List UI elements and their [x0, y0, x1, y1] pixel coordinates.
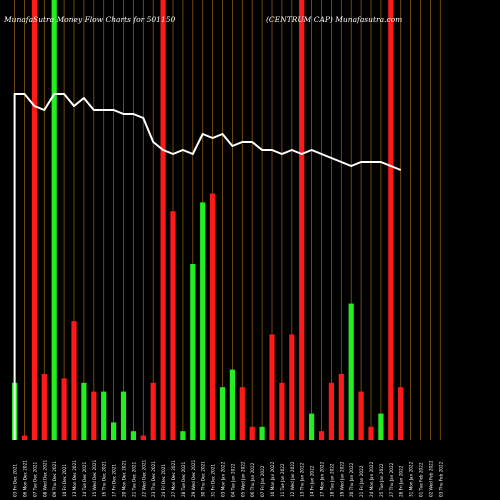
x-tick-label: 27 Thu Jan 2022 — [389, 462, 394, 497]
x-tick-label: 06 Mon Dec 2021 — [23, 460, 28, 497]
money-flow-bar — [180, 431, 186, 440]
x-tick-label: 25 Tue Jan 2022 — [379, 463, 384, 497]
money-flow-bar — [170, 211, 176, 440]
money-flow-bar — [358, 391, 364, 440]
x-tick-label: 12 Wed Jan 2022 — [290, 461, 295, 497]
money-flow-bar — [348, 303, 354, 440]
x-tick-label: 21 Tue Dec 2021 — [131, 461, 136, 497]
x-tick-label: 15 Wed Dec 2021 — [92, 459, 97, 497]
money-flow-bar — [111, 422, 117, 440]
money-flow-bar — [338, 374, 344, 440]
money-flow-bar — [160, 0, 166, 440]
x-tick-label: 08 Wed Dec 2021 — [42, 459, 47, 497]
money-flow-bar — [279, 382, 285, 440]
grid-lines — [14, 0, 441, 440]
money-flow-bar — [368, 426, 374, 440]
x-tick-label: 30 Thu Dec 2021 — [201, 461, 206, 497]
money-flow-bar — [41, 374, 47, 440]
chart-subtitle: (CENTRUM CAP) Munafasutra.com — [266, 15, 403, 24]
x-tick-label: 02 Wed Feb 2022 — [428, 460, 433, 497]
x-tick-label: 13 Thu Jan 2022 — [300, 462, 305, 497]
money-flow-bar — [210, 193, 216, 440]
x-tick-label: 01 Tue Feb 2022 — [419, 462, 424, 497]
x-tick-label: 19 Wed Jan 2022 — [339, 461, 344, 497]
x-tick-label: 05 Wed Jan 2022 — [240, 461, 245, 497]
chart-title: MunafaSutra Money Flow Charts for 501150 — [4, 15, 176, 24]
money-flow-bar — [219, 387, 226, 440]
x-tick-label: 31 Mon Jan 2022 — [409, 461, 414, 497]
price-line — [13, 93, 402, 440]
x-tick-label: 28 Tue Dec 2021 — [181, 461, 186, 497]
money-flow-bar — [299, 0, 305, 440]
money-flow-bar — [21, 435, 28, 440]
x-tick-label: 21 Fri Jan 2022 — [359, 465, 364, 497]
x-tick-label: 11 Tue Jan 2022 — [280, 463, 285, 497]
money-flow-bar — [289, 334, 295, 440]
x-tick-label: 10 Mon Jan 2022 — [270, 461, 275, 497]
x-tick-label: 22 Wed Dec 2021 — [141, 459, 146, 497]
money-flow-bar — [101, 391, 107, 440]
money-flow-bar — [200, 202, 206, 440]
x-tick-label: 18 Tue Jan 2022 — [329, 463, 334, 497]
x-tick-label: 29 Wed Dec 2021 — [191, 459, 196, 497]
x-tick-label: 03 Mon Jan 2022 — [221, 461, 226, 497]
money-flow-bar — [81, 382, 87, 440]
x-tick-label: 14 Fri Jan 2022 — [310, 465, 315, 497]
x-tick-label: 24 Fri Dec 2021 — [161, 464, 166, 497]
x-tick-label: 17 Mon Jan 2022 — [320, 461, 325, 497]
x-tick-label: 06 Thu Jan 2022 — [250, 462, 255, 497]
money-flow-bar — [239, 387, 245, 440]
x-tick-label: 03 Fri Dec 2021 — [13, 464, 18, 497]
x-tick-label: 03 Thu Feb 2022 — [438, 461, 443, 497]
x-tick-label: 20 Thu Jan 2022 — [349, 462, 354, 497]
money-flow-bar — [120, 391, 127, 440]
x-tick-label: 28 Fri Jan 2022 — [399, 465, 404, 497]
x-tick-label: 04 Tue Jan 2022 — [230, 463, 235, 497]
money-flow-bar — [140, 435, 146, 440]
money-flow-bar — [259, 426, 265, 440]
x-tick-label: 10 Fri Dec 2021 — [62, 464, 67, 497]
money-flow-bar — [51, 0, 57, 440]
x-tick-label: 13 Mon Dec 2021 — [72, 460, 77, 497]
x-axis-labels: 03 Fri Dec 2021 06 Mon Dec 2021 07 Tue Dec… — [13, 459, 444, 497]
x-tick-label: 17 Fri Dec 2021 — [112, 464, 117, 497]
x-tick-label: 16 Thu Dec 2021 — [102, 461, 107, 497]
money-flow-bar — [309, 413, 315, 440]
money-flow-bar — [91, 391, 97, 440]
x-tick-label: 14 Tue Dec 2021 — [82, 461, 87, 497]
money-flow-bar — [190, 264, 196, 440]
x-tick-label: 20 Mon Dec 2021 — [122, 460, 127, 497]
x-tick-label: 27 Mon Dec 2021 — [171, 460, 176, 497]
x-tick-label: 07 Tue Dec 2021 — [32, 461, 37, 497]
x-tick-label: 24 Mon Jan 2022 — [369, 461, 374, 497]
money-flow-bar — [61, 378, 67, 440]
x-tick-label: 09 Thu Dec 2021 — [52, 461, 57, 497]
money-flow-bar — [378, 413, 384, 440]
money-flow-bar — [229, 369, 235, 440]
x-tick-label: 07 Fri Jan 2022 — [260, 465, 265, 497]
money-flow-bar — [31, 0, 37, 440]
x-tick-label: 31 Fri Dec 2021 — [211, 464, 216, 497]
money-flow-bar — [130, 431, 136, 440]
money-flow-bar — [269, 334, 275, 440]
x-tick-label: 23 Thu Dec 2021 — [151, 461, 156, 497]
money-flow-bar — [388, 0, 394, 440]
money-flow-bar — [398, 387, 404, 440]
money-flow-bar — [249, 426, 255, 440]
money-flow-bars — [12, 0, 404, 440]
money-flow-bar — [71, 321, 77, 440]
money-flow-bar — [150, 382, 156, 440]
money-flow-bar — [328, 382, 334, 440]
money-flow-bar — [318, 431, 325, 440]
